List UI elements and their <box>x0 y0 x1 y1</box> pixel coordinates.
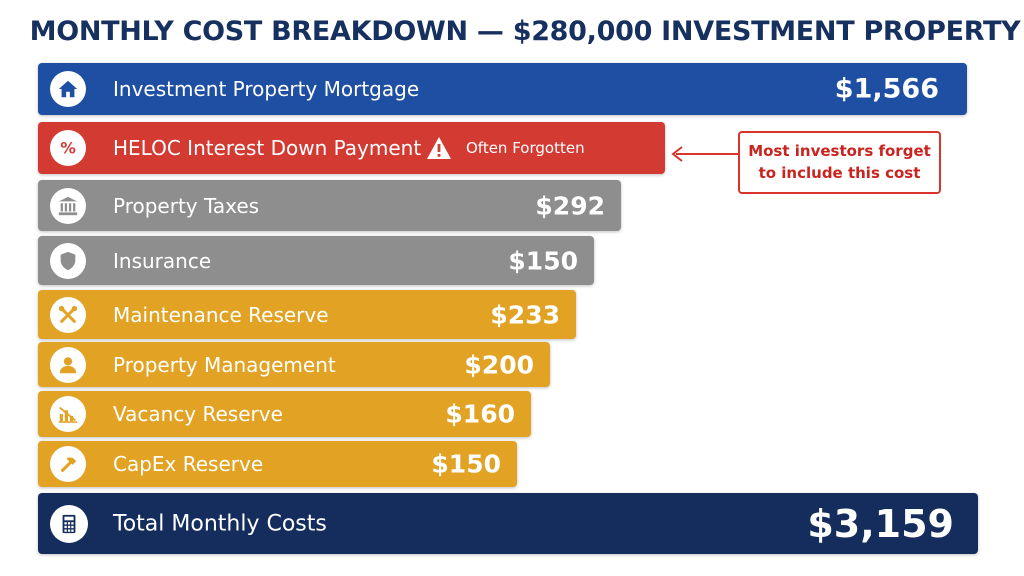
callout-arrow <box>671 146 738 162</box>
bar-label: Maintenance Reserve <box>113 302 329 327</box>
bar-vacancy-reserve: Vacancy Reserve $160 <box>38 391 531 437</box>
bar-maintenance-reserve: Maintenance Reserve $233 <box>38 290 576 339</box>
bar-label: CapEx Reserve <box>113 452 264 476</box>
svg-text:%: % <box>60 140 76 158</box>
warning-note: Often Forgotten <box>426 136 585 160</box>
bar-capex-reserve: CapEx Reserve $150 <box>38 441 517 487</box>
bar-value: $150 <box>431 449 501 479</box>
bar-label: HELOC Interest Down Payment <box>113 136 422 160</box>
total-value: $3,159 <box>807 501 954 546</box>
callout-line-1: Most investors forget <box>748 141 931 160</box>
tools-icon <box>50 296 86 333</box>
callout-box: Most investors forget to include this co… <box>738 131 941 194</box>
total-label: Total Monthly Costs <box>113 511 327 536</box>
bar-mortgage: Investment Property Mortgage $1,566 <box>38 63 967 115</box>
bar-value: $292 <box>535 191 605 220</box>
calculator-icon <box>50 504 88 543</box>
callout-line-2: to include this cost <box>758 163 921 182</box>
shield-icon <box>50 242 86 279</box>
vacancy-chart-icon <box>50 396 86 432</box>
bar-property-taxes: Property Taxes $292 <box>38 180 621 231</box>
total-bar: Total Monthly Costs $3,159 <box>38 493 978 554</box>
person-icon <box>50 346 86 383</box>
hammer-icon <box>50 446 86 482</box>
bar-label: Vacancy Reserve <box>113 402 283 426</box>
bank-icon <box>50 187 86 224</box>
bar-value: $1,566 <box>834 73 939 105</box>
page-title: MONTHLY COST BREAKDOWN — $280,000 INVEST… <box>29 16 1021 47</box>
bar-label: Insurance <box>113 248 212 273</box>
bar-insurance: Insurance $150 <box>38 236 594 285</box>
warning-text: Often Forgotten <box>466 139 585 157</box>
bar-value: $233 <box>490 300 560 329</box>
bar-value: $200 <box>464 350 534 379</box>
bar-label: Property Taxes <box>113 193 260 218</box>
bar-heloc: % HELOC Interest Down Payment Often Forg… <box>38 122 665 174</box>
bar-value: $150 <box>508 246 578 275</box>
warning-icon <box>427 137 451 159</box>
bar-label: Property Management <box>113 352 336 377</box>
bar-label: Investment Property Mortgage <box>113 77 420 101</box>
bar-property-management: Property Management $200 <box>38 342 550 387</box>
percent-icon: % <box>50 130 86 166</box>
house-icon <box>50 71 86 107</box>
bar-value: $160 <box>445 399 515 429</box>
